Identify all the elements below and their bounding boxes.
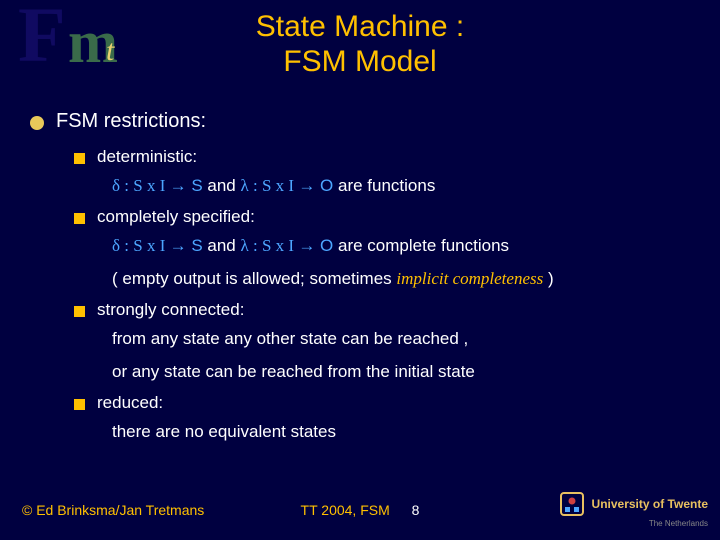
item-label: deterministic: (97, 147, 197, 167)
university-name: University of Twente (592, 497, 708, 511)
square-bullet-icon (74, 306, 85, 317)
text-span: from any state any other state can be re… (112, 329, 468, 348)
items-list: deterministic: δ : S x I → S and λ : S x … (30, 147, 690, 444)
heading-row: FSM restrictions: (30, 110, 690, 133)
text-span: O (315, 176, 333, 195)
heading-text: FSM restrictions: (56, 110, 206, 133)
text-span: ) (543, 269, 553, 288)
text-span: there are no equivalent states (112, 422, 336, 441)
text-span: and (203, 236, 241, 255)
text-span: implicit completeness (396, 269, 543, 288)
list-item: strongly connected: (74, 300, 690, 320)
text-span: are functions (333, 176, 435, 195)
text-span: and (203, 176, 241, 195)
slide-title: State Machine : FSM Model (0, 10, 720, 79)
text-span: λ : S x I (240, 176, 298, 195)
disc-bullet-icon (30, 116, 44, 130)
text-span: → (170, 176, 187, 195)
title-line-2: FSM Model (0, 45, 720, 80)
item-detail-line: or any state can be reached from the ini… (112, 359, 690, 385)
text-span: S (187, 176, 203, 195)
university-logo: University of Twente The Netherlands (558, 490, 708, 528)
text-span: ( empty output is allowed; sometimes (112, 269, 396, 288)
text-span: λ : S x I (240, 236, 298, 255)
text-span: O (315, 236, 333, 255)
item-label: reduced: (97, 393, 163, 413)
ut-shield-icon (558, 490, 586, 518)
text-span: δ : S x I (112, 236, 170, 255)
item-detail-line: δ : S x I → S and λ : S x I → O are func… (112, 173, 690, 199)
slide-footer: © Ed Brinksma/Jan Tretmans TT 2004, FSM … (0, 484, 720, 532)
item-detail-line: there are no equivalent states (112, 419, 690, 445)
item-detail-line: ( empty output is allowed; sometimes imp… (112, 266, 690, 292)
list-item: reduced: (74, 393, 690, 413)
square-bullet-icon (74, 399, 85, 410)
item-label: strongly connected: (97, 300, 244, 320)
text-span: → (170, 236, 187, 255)
text-span: S (187, 236, 203, 255)
text-span: are complete functions (333, 236, 509, 255)
text-span: → (298, 176, 315, 195)
title-line-1: State Machine : (0, 10, 720, 45)
text-span: or any state can be reached from the ini… (112, 362, 475, 381)
university-subtitle: The Netherlands (558, 519, 708, 528)
item-detail-line: δ : S x I → S and λ : S x I → O are comp… (112, 233, 690, 259)
item-label: completely specified: (97, 207, 255, 227)
page-number: 8 (412, 502, 420, 518)
footer-label: TT 2004, FSM (301, 502, 390, 518)
square-bullet-icon (74, 213, 85, 224)
item-detail-line: from any state any other state can be re… (112, 326, 690, 352)
list-item: completely specified: (74, 207, 690, 227)
list-item: deterministic: (74, 147, 690, 167)
square-bullet-icon (74, 153, 85, 164)
text-span: → (298, 236, 315, 255)
text-span: δ : S x I (112, 176, 170, 195)
slide-content: FSM restrictions: deterministic: δ : S x … (30, 110, 690, 452)
